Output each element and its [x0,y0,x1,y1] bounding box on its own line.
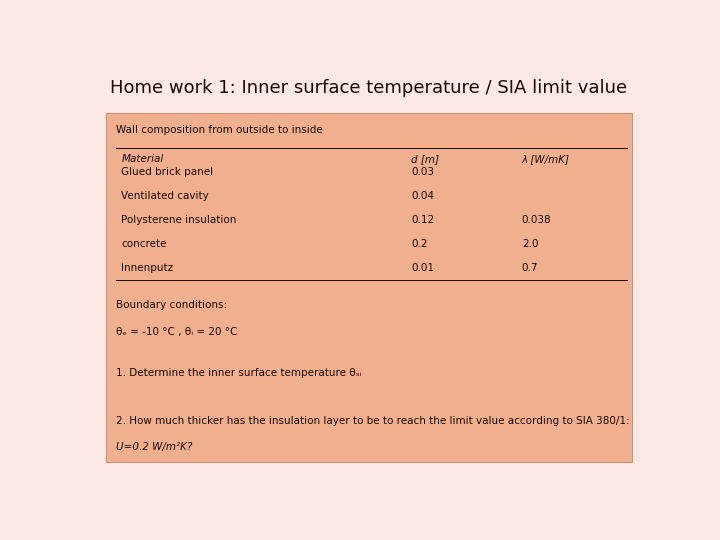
Text: 0.01: 0.01 [411,263,434,273]
Text: 1. Determine the inner surface temperature θₛᵢ: 1. Determine the inner surface temperatu… [116,368,361,379]
Text: 2. How much thicker has the insulation layer to be to reach the limit value acco: 2. How much thicker has the insulation l… [116,416,629,426]
Text: Boundary conditions:: Boundary conditions: [116,300,227,310]
Text: 0.03: 0.03 [411,167,434,177]
Text: Material: Material [122,154,163,164]
Text: 0.038: 0.038 [522,215,552,225]
Text: 0.12: 0.12 [411,215,434,225]
Text: Wall composition from outside to inside: Wall composition from outside to inside [116,125,323,135]
Text: λ [W/mK]: λ [W/mK] [522,154,570,164]
Text: U=0.2 W/m²K?: U=0.2 W/m²K? [116,442,192,452]
Text: d [m]: d [m] [411,154,439,164]
Text: θₑ = -10 °C , θᵢ = 20 °C: θₑ = -10 °C , θᵢ = 20 °C [116,327,237,337]
Text: Polysterene insulation: Polysterene insulation [122,215,237,225]
Text: 2.0: 2.0 [522,239,539,249]
FancyBboxPatch shape [106,113,632,462]
Text: 0.04: 0.04 [411,191,434,201]
Text: concrete: concrete [122,239,167,249]
Text: Innenputz: Innenputz [122,263,174,273]
Text: Home work 1: Inner surface temperature / SIA limit value: Home work 1: Inner surface temperature /… [110,79,628,97]
Text: Glued brick panel: Glued brick panel [122,167,214,177]
Text: Ventilated cavity: Ventilated cavity [122,191,210,201]
Text: 0.7: 0.7 [522,263,539,273]
Text: 0.2: 0.2 [411,239,428,249]
